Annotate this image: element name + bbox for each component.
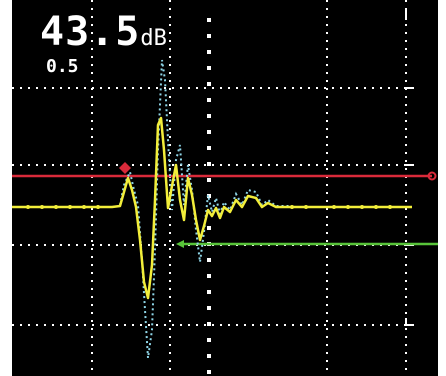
ultrasonic-flaw-detector-screen: 43.5dB 0.5 bbox=[12, 0, 438, 376]
a-scan-display bbox=[12, 0, 438, 376]
right-edge-ticks bbox=[405, 10, 414, 326]
gain-readout: 43.5dB bbox=[40, 12, 167, 59]
gate-b-start-marker[interactable] bbox=[176, 240, 184, 248]
gate-a-peak-marker bbox=[119, 162, 131, 174]
gain-unit: dB bbox=[140, 26, 167, 51]
gain-value: 43.5 bbox=[40, 9, 141, 55]
baseline-dots bbox=[26, 205, 392, 209]
center-marker-column bbox=[207, 18, 211, 374]
range-readout: 0.5 bbox=[46, 56, 79, 77]
a-scan-trace bbox=[12, 116, 412, 300]
envelope-trace bbox=[119, 59, 292, 359]
gate-a-end-handle[interactable] bbox=[427, 171, 437, 181]
